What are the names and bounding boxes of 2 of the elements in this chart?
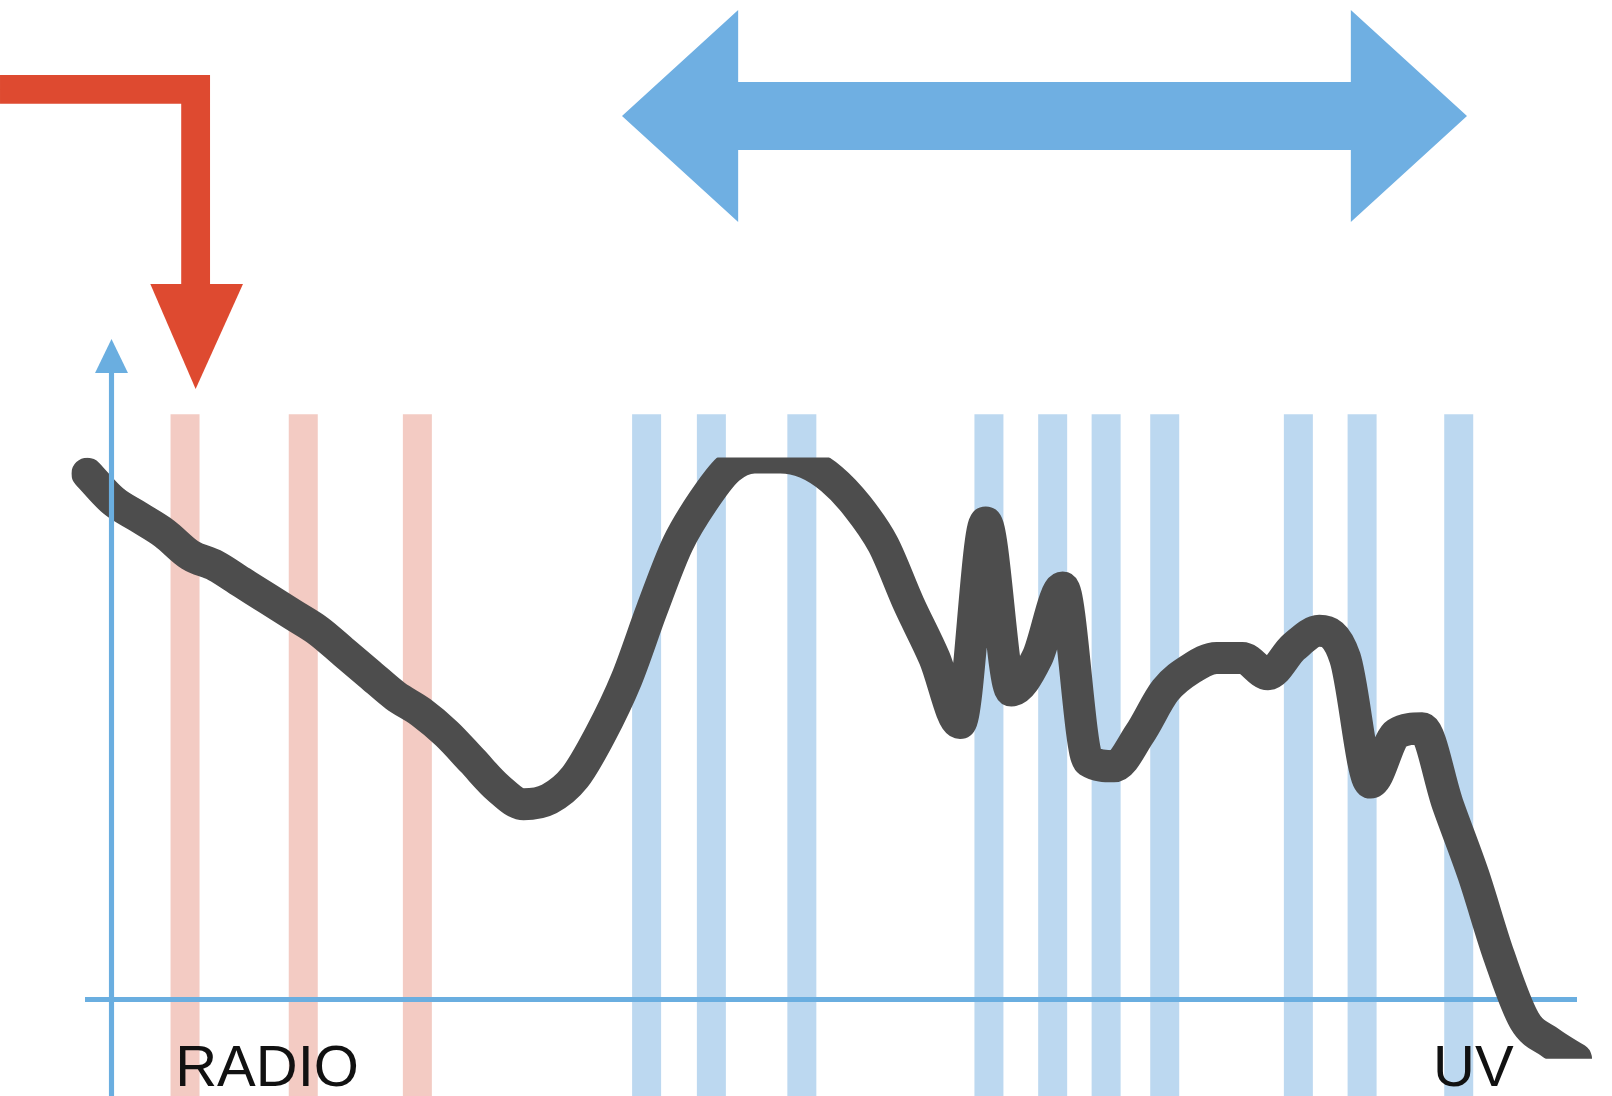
x-tick-label: UV <box>1433 1033 1514 1096</box>
x-tick-label: RADIO <box>175 1033 359 1096</box>
